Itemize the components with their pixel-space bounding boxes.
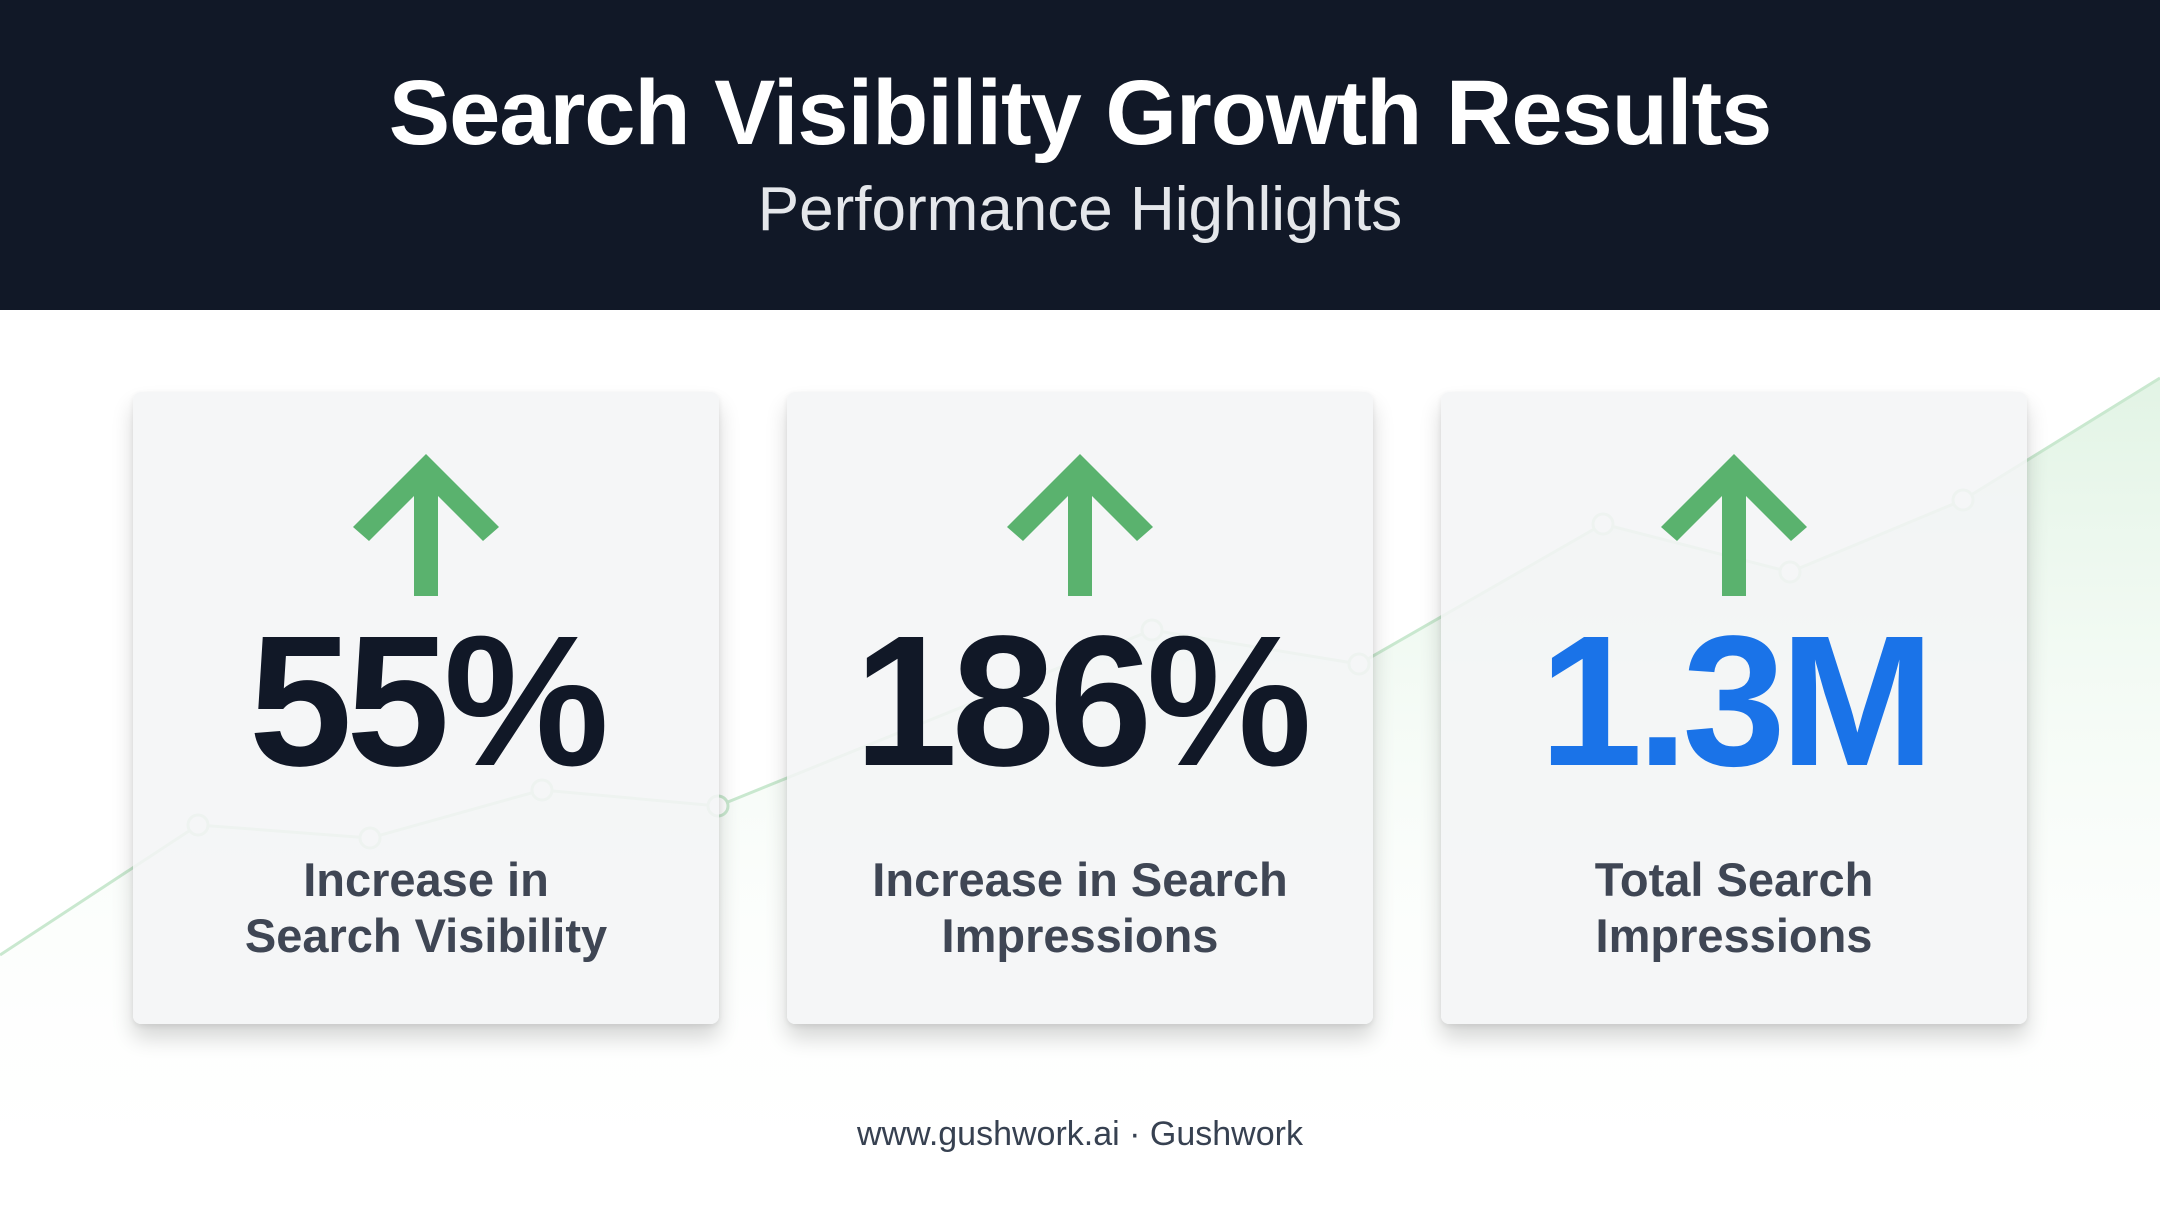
- stat-value: 186%: [854, 598, 1312, 805]
- footer-credit: www.gushwork.ai · Gushwork: [857, 1115, 1303, 1153]
- stat-label: Increase in Search Visibility: [244, 853, 608, 962]
- stat-card-search-impressions-increase: 186% Increase in Search Impressions: [787, 392, 1373, 1024]
- stat-label: Total Search Impressions: [1594, 853, 1874, 962]
- stat-value: 1.3M: [1539, 598, 1935, 805]
- stat-card-total-impressions: 1.3M Total Search Impressions: [1441, 392, 2027, 1024]
- arrow-up-icon: [1661, 454, 1807, 596]
- stat-value: 55%: [248, 598, 609, 805]
- stat-card-search-visibility: 55% Increase in Search Visibility: [133, 392, 719, 1024]
- arrow-up-icon: [353, 454, 499, 596]
- page-title: Search Visibility Growth Results: [388, 62, 1773, 164]
- arrow-up-icon: [1007, 454, 1153, 596]
- stat-label: Increase in Search Impressions: [872, 853, 1288, 962]
- header-banner: Search Visibility Growth Results Perform…: [0, 0, 2160, 310]
- page-subtitle: Performance Highlights: [757, 175, 1403, 244]
